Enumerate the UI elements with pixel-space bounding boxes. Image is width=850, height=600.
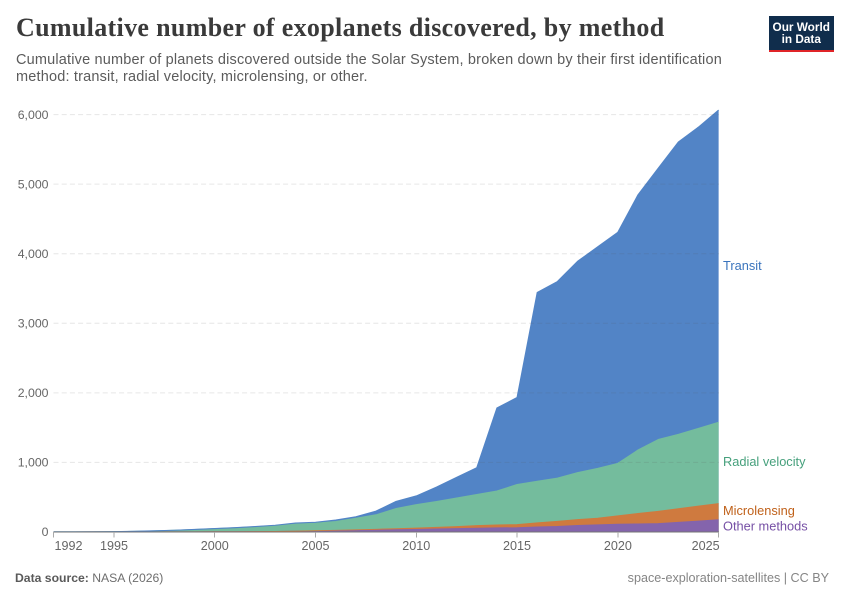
svg-text:2,000: 2,000 [18, 386, 49, 400]
svg-text:Other methods: Other methods [723, 519, 808, 534]
svg-text:4,000: 4,000 [18, 247, 49, 261]
svg-text:2025: 2025 [692, 539, 720, 553]
svg-text:0: 0 [42, 525, 49, 539]
svg-text:3,000: 3,000 [18, 317, 49, 331]
svg-text:1995: 1995 [100, 539, 128, 553]
svg-text:5,000: 5,000 [18, 177, 49, 191]
svg-text:Radial velocity: Radial velocity [723, 454, 806, 469]
svg-text:Microlensing: Microlensing [723, 503, 795, 518]
svg-text:2010: 2010 [402, 539, 430, 553]
svg-text:6,000: 6,000 [18, 108, 49, 122]
svg-text:2020: 2020 [604, 539, 632, 553]
svg-text:1,000: 1,000 [18, 456, 49, 470]
svg-text:2015: 2015 [503, 539, 531, 553]
svg-text:2005: 2005 [301, 539, 329, 553]
svg-text:1992: 1992 [55, 539, 83, 553]
svg-text:Transit: Transit [723, 258, 762, 273]
svg-text:2000: 2000 [201, 539, 229, 553]
